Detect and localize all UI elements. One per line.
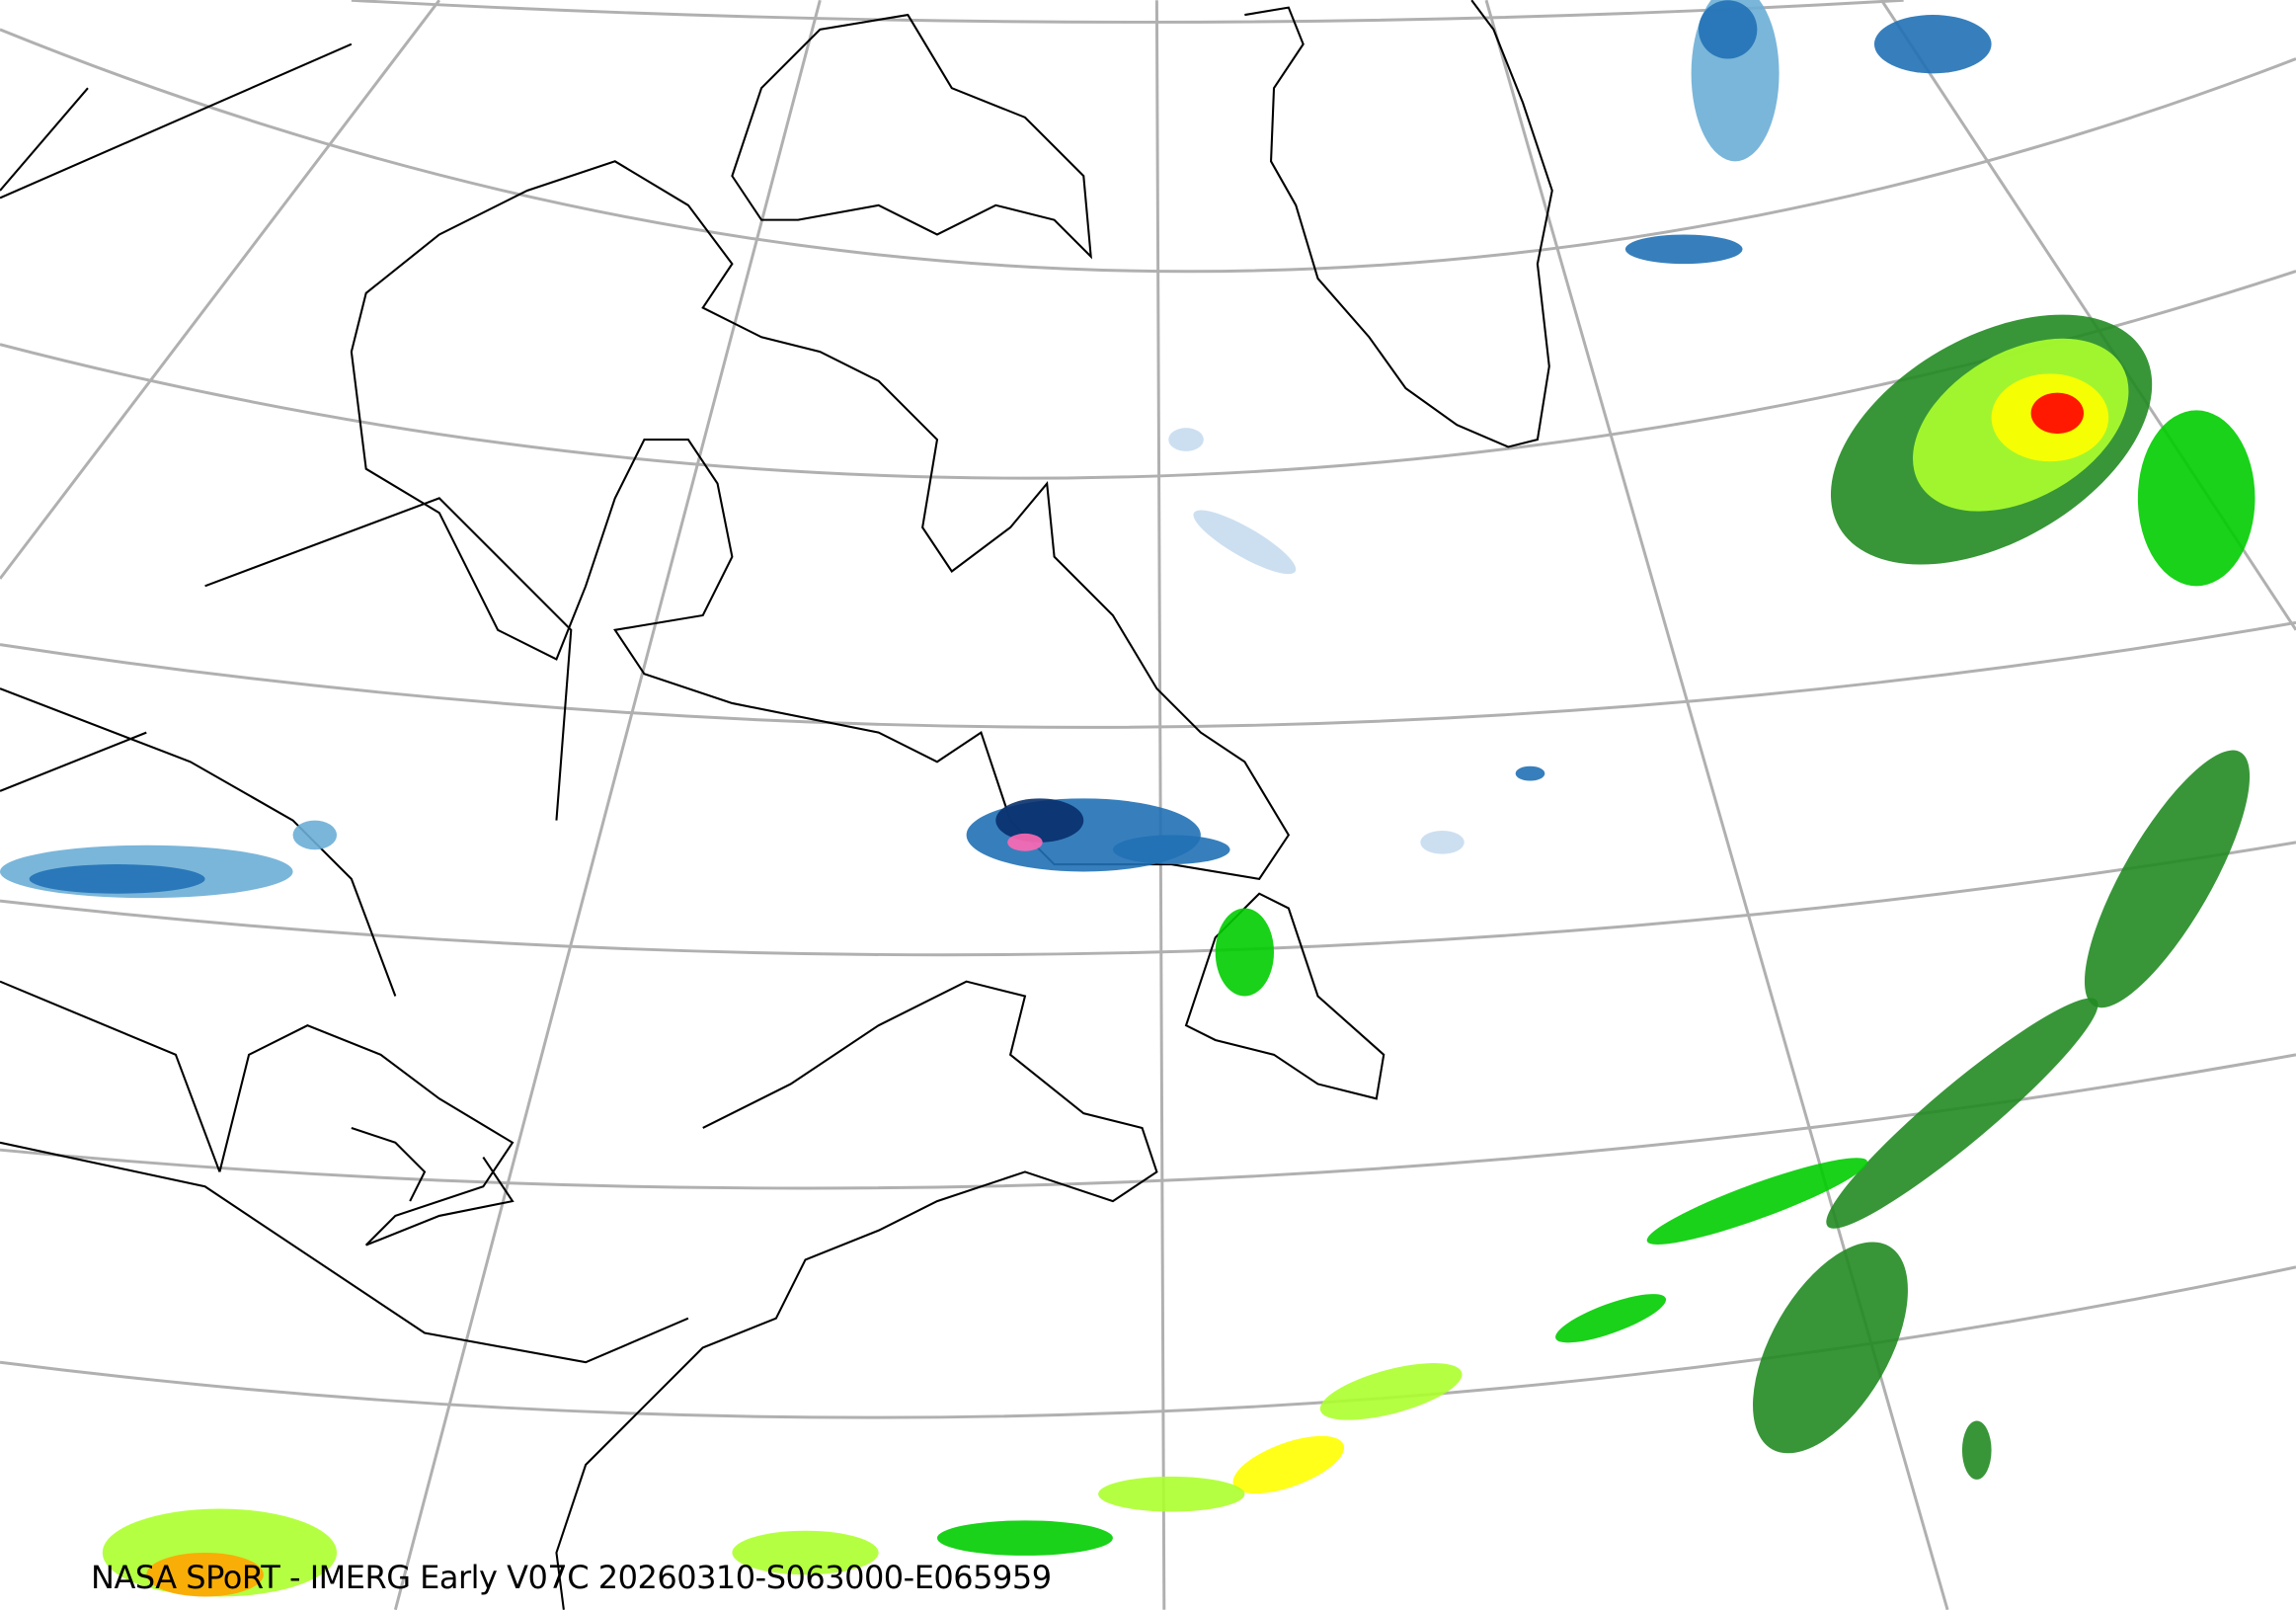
map-caption: NASA SPoRT - IMERG Early V07C 20260310-S… bbox=[91, 1559, 1052, 1596]
borders bbox=[0, 42, 689, 1364]
longitude-line bbox=[0, 0, 441, 580]
precip-cell bbox=[1873, 15, 1992, 74]
precip-cell bbox=[1515, 765, 1545, 781]
precip-cell bbox=[1215, 908, 1275, 997]
precip-cell bbox=[1319, 1363, 1463, 1420]
latitude-line bbox=[0, 28, 2296, 274]
greenland-coast bbox=[1244, 0, 1553, 448]
precip-cell bbox=[29, 864, 205, 894]
precip-cell bbox=[1753, 1242, 1908, 1454]
precip-cell bbox=[146, 1552, 264, 1597]
precip-cell bbox=[1826, 998, 2098, 1229]
precip-cell bbox=[732, 1530, 879, 1575]
longitude-line bbox=[1154, 0, 1166, 1610]
latitude-line bbox=[0, 1265, 2296, 1419]
precip-cell bbox=[292, 820, 338, 850]
precip-cell bbox=[1646, 1158, 1867, 1245]
precip-cell bbox=[1555, 1294, 1667, 1343]
baffin-coast bbox=[731, 13, 1092, 260]
st-lawrence-coast bbox=[555, 980, 1158, 1610]
precip-cell bbox=[1007, 833, 1043, 851]
precip-cell bbox=[1168, 428, 1204, 451]
coastlines bbox=[0, 0, 1553, 1610]
precip-cell bbox=[1624, 234, 1743, 265]
hudson-bay-coast bbox=[350, 160, 1291, 881]
precip-cell bbox=[2030, 392, 2084, 435]
longitude-line bbox=[393, 0, 822, 1610]
latitude-line bbox=[0, 841, 2296, 957]
precip-cell bbox=[1098, 1476, 1245, 1512]
precip-cell bbox=[936, 1520, 1113, 1556]
precip-cell bbox=[995, 798, 1084, 843]
precip-cell bbox=[1699, 0, 1758, 59]
newfoundland-coast bbox=[1184, 892, 1386, 1100]
precip-cell bbox=[2137, 410, 2256, 587]
latitude-line bbox=[351, 0, 1904, 24]
precip-cell bbox=[1961, 1420, 1992, 1480]
precip-cell bbox=[2084, 750, 2251, 1008]
precip-cell bbox=[1112, 835, 1230, 865]
precip-cell bbox=[1232, 1435, 1345, 1494]
great-lakes-coast bbox=[218, 1024, 515, 1247]
latitude-line bbox=[0, 620, 2296, 729]
precip-cell bbox=[1420, 830, 1465, 854]
precip-cell bbox=[1193, 510, 1297, 575]
